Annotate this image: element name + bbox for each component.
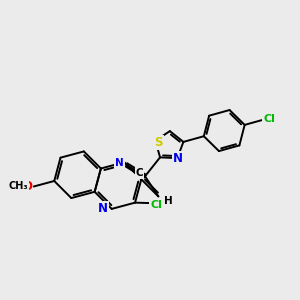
- Text: C: C: [136, 168, 144, 178]
- Text: Cl: Cl: [150, 200, 162, 210]
- Text: N: N: [173, 152, 183, 165]
- Text: N: N: [115, 158, 124, 168]
- Text: Cl: Cl: [263, 114, 275, 124]
- Text: CH₃: CH₃: [9, 182, 28, 191]
- Text: S: S: [154, 136, 163, 149]
- Text: H: H: [164, 196, 172, 206]
- Text: O: O: [22, 180, 32, 193]
- Text: N: N: [98, 202, 108, 215]
